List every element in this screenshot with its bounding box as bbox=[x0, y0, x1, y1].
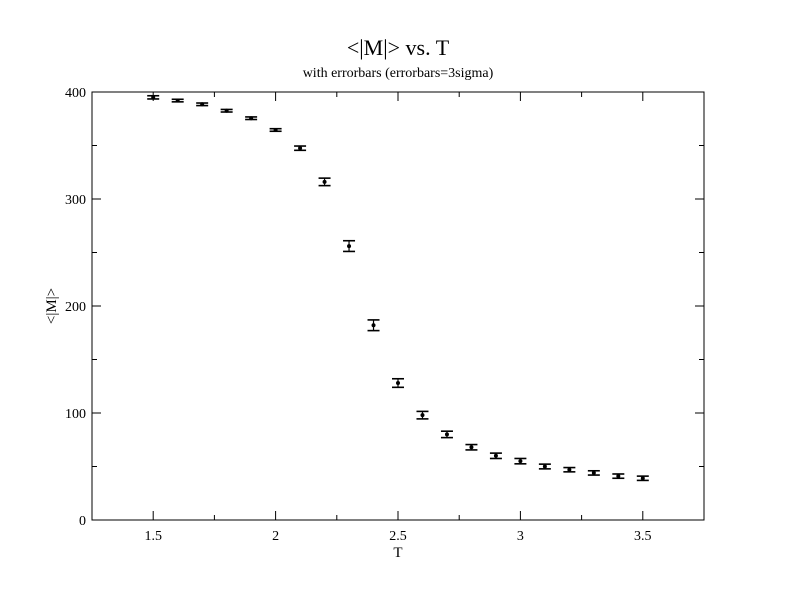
data-point bbox=[563, 466, 576, 473]
data-points bbox=[147, 94, 649, 482]
point-marker bbox=[200, 102, 205, 107]
y-tick-label: 200 bbox=[65, 300, 86, 315]
data-point bbox=[587, 469, 600, 476]
point-marker bbox=[273, 127, 278, 132]
point-marker bbox=[420, 413, 425, 418]
point-marker bbox=[175, 98, 180, 103]
y-tick-label: 300 bbox=[65, 193, 86, 208]
point-marker bbox=[224, 108, 229, 113]
data-point bbox=[269, 127, 282, 133]
data-point bbox=[538, 463, 551, 470]
x-axis-ticks bbox=[91, 92, 705, 520]
y-tick-label: 400 bbox=[65, 86, 86, 101]
x-tick-label: 1.5 bbox=[144, 529, 162, 544]
point-marker bbox=[322, 179, 327, 184]
data-point bbox=[440, 430, 453, 439]
data-point bbox=[147, 94, 160, 100]
point-marker bbox=[151, 95, 156, 100]
data-point bbox=[636, 475, 649, 482]
data-point bbox=[196, 102, 209, 107]
x-tick-label: 3 bbox=[517, 529, 524, 544]
point-marker bbox=[591, 470, 596, 475]
x-tick-label: 2.5 bbox=[389, 529, 407, 544]
data-point bbox=[489, 452, 502, 460]
data-point bbox=[171, 98, 184, 103]
point-marker bbox=[347, 244, 352, 249]
point-marker bbox=[542, 464, 547, 469]
point-marker bbox=[396, 381, 400, 386]
x-axis-label: T bbox=[393, 545, 402, 561]
data-point bbox=[416, 410, 429, 420]
chart-subtitle: with errorbars (errorbars=3sigma) bbox=[303, 66, 494, 81]
point-marker bbox=[518, 459, 523, 464]
point-marker bbox=[640, 476, 645, 481]
y-axis-ticks bbox=[92, 91, 704, 521]
y-tick-label: 100 bbox=[65, 407, 86, 422]
y-tick-label: 0 bbox=[79, 514, 86, 529]
y-axis-label: <|M|> bbox=[44, 288, 60, 324]
data-point bbox=[245, 116, 258, 121]
data-point bbox=[514, 457, 527, 465]
data-point bbox=[612, 473, 625, 480]
data-point bbox=[392, 377, 404, 389]
data-point bbox=[220, 108, 233, 113]
x-tick-label: 2 bbox=[272, 529, 279, 544]
point-marker bbox=[249, 116, 254, 121]
point-marker bbox=[469, 445, 474, 450]
x-axis-tick-labels: 1.5 2 2.5 3 3.5 bbox=[144, 529, 651, 544]
data-point bbox=[294, 145, 307, 152]
x-tick-label: 3.5 bbox=[634, 529, 652, 544]
data-point bbox=[343, 239, 356, 253]
chart-title: <|M|> vs. T bbox=[347, 35, 450, 60]
point-marker bbox=[298, 146, 303, 151]
point-marker bbox=[493, 453, 498, 458]
point-marker bbox=[371, 323, 376, 328]
data-point bbox=[367, 319, 380, 332]
y-axis-tick-labels: 0 100 200 300 400 bbox=[65, 86, 86, 529]
plot-frame bbox=[91, 91, 705, 521]
data-point bbox=[465, 443, 478, 451]
data-point bbox=[318, 177, 331, 187]
point-marker bbox=[616, 474, 621, 479]
point-marker bbox=[567, 467, 572, 472]
point-marker bbox=[444, 432, 449, 437]
